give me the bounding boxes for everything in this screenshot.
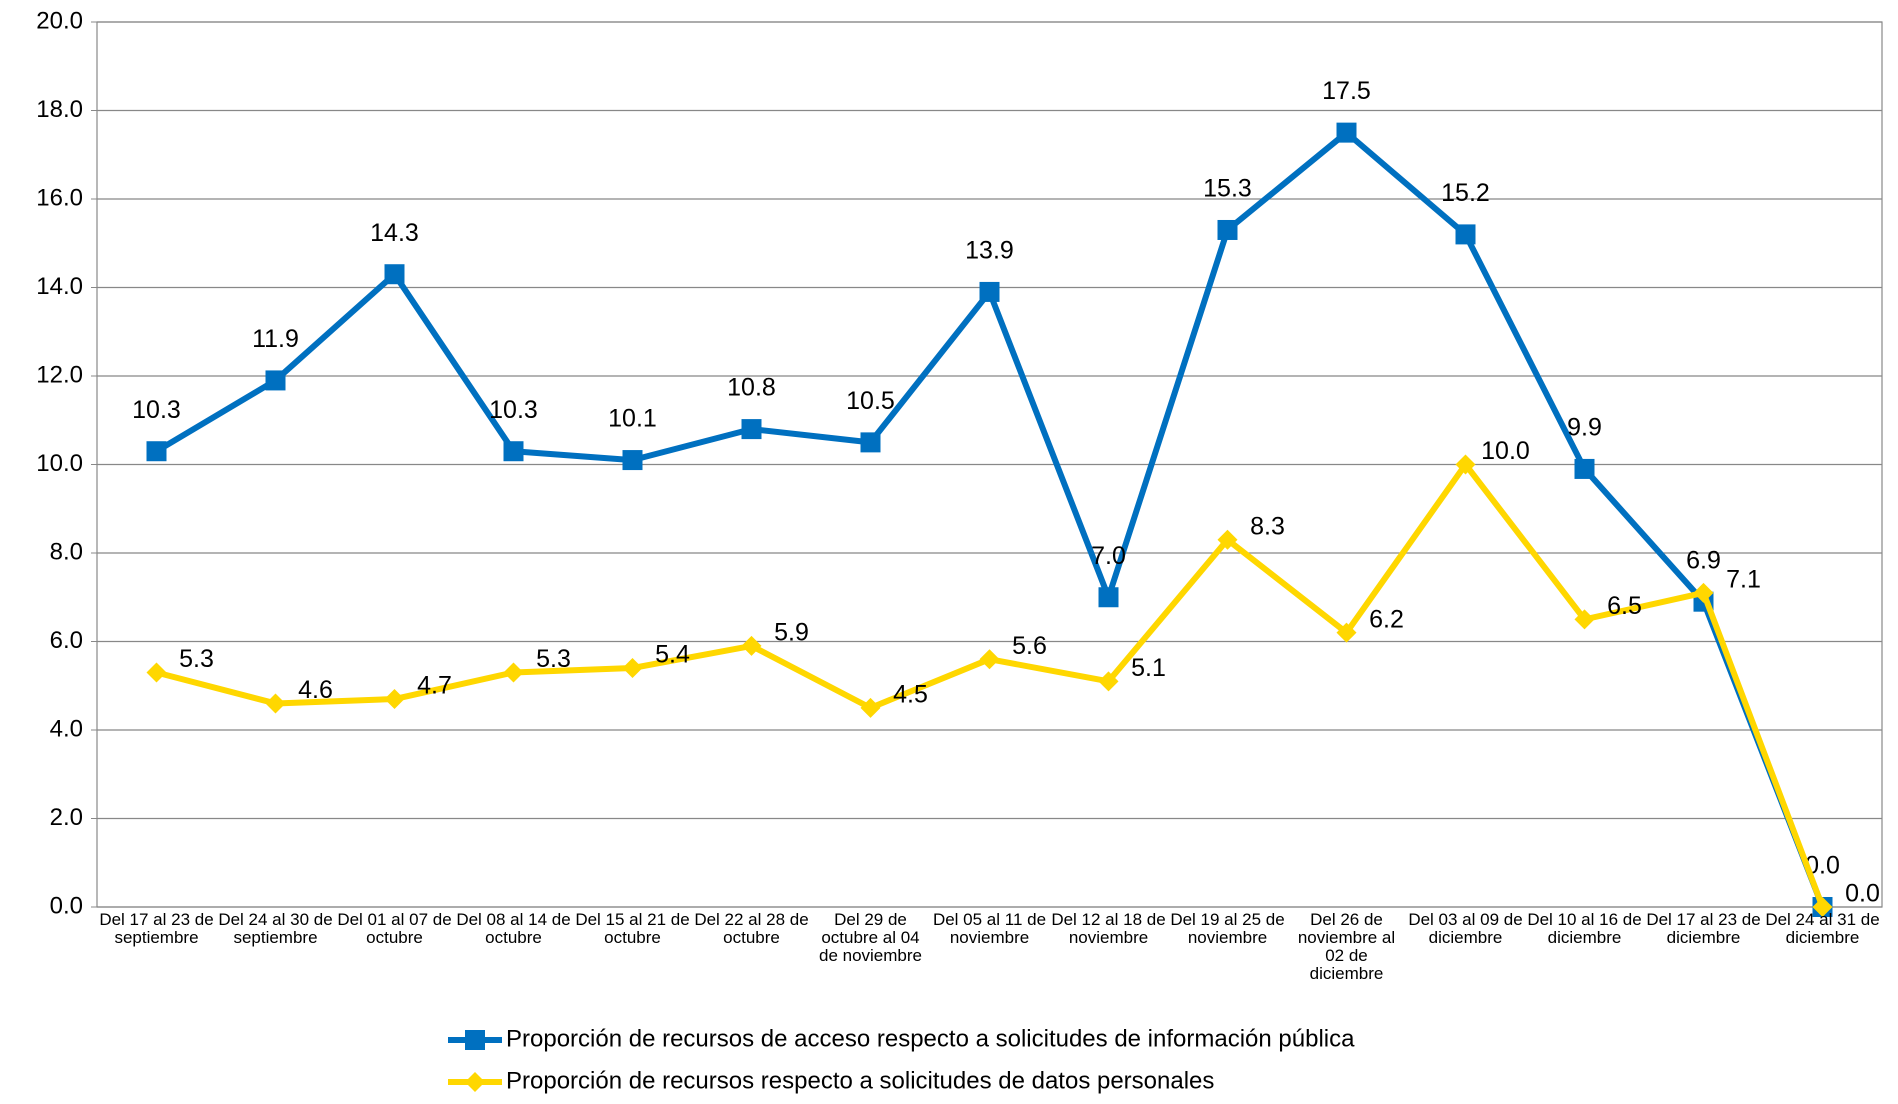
x-tick-label: Del 01 al 07 de octubre	[337, 910, 452, 947]
marker	[1336, 122, 1357, 143]
data-label: 17.5	[1322, 77, 1371, 105]
x-tick-label: Del 08 al 14 de octubre	[456, 910, 571, 947]
marker	[741, 419, 762, 440]
x-tick-label: Del 12 al 18 de noviembre	[1051, 910, 1166, 947]
marker	[860, 432, 881, 453]
x-tick-label: Del 17 al 23 de diciembre	[1646, 910, 1761, 947]
marker	[741, 635, 762, 656]
x-tick-label: Del 19 al 25 de noviembre	[1170, 910, 1285, 947]
x-tick-label: Del 10 al 16 de diciembre	[1527, 910, 1642, 947]
x-tick-label: Del 05 al 11 de noviembre	[932, 910, 1047, 947]
marker	[1336, 622, 1357, 643]
data-label: 4.5	[893, 680, 928, 708]
data-label: 7.0	[1091, 542, 1126, 570]
y-tick-label: 4.0	[50, 715, 83, 742]
data-label: 10.5	[846, 387, 895, 415]
x-tick-label: Del 17 al 23 de septiembre	[99, 910, 214, 947]
marker	[465, 1072, 485, 1092]
data-label: 10.1	[608, 405, 657, 433]
marker	[1098, 587, 1119, 608]
marker	[503, 662, 524, 683]
data-label: 5.3	[179, 645, 214, 673]
y-tick-label: 18.0	[36, 96, 83, 123]
x-tick-label: Del 24 al 31 de diciembre	[1765, 910, 1880, 947]
marker	[1455, 454, 1476, 475]
plot-border	[96, 21, 1883, 908]
data-label: 8.3	[1250, 512, 1285, 540]
marker	[1574, 458, 1595, 479]
y-tick-label: 14.0	[36, 273, 83, 300]
marker	[622, 658, 643, 679]
x-tick-label: Del 03 al 09 de diciembre	[1408, 910, 1523, 947]
y-tick-label: 10.0	[36, 450, 83, 477]
y-tick-label: 16.0	[36, 184, 83, 211]
x-tick-label: Del 26 de noviembre al 02 de diciembre	[1297, 910, 1396, 983]
marker	[1455, 224, 1476, 245]
marker	[860, 697, 881, 718]
legend-label: Proporción de recursos de acceso respect…	[506, 1025, 1355, 1052]
data-label: 0.0	[1845, 880, 1880, 908]
data-label: 9.9	[1567, 414, 1602, 442]
data-label: 10.0	[1481, 437, 1530, 465]
data-label: 14.3	[370, 219, 419, 247]
marker	[1812, 897, 1833, 917]
data-label: 6.9	[1686, 546, 1721, 574]
data-label: 5.9	[774, 619, 809, 647]
y-tick-label: 20.0	[36, 7, 83, 34]
y-tick-label: 6.0	[50, 627, 83, 654]
marker	[979, 649, 1000, 670]
y-tick-label: 8.0	[50, 538, 83, 565]
y-tick-label: 12.0	[36, 361, 83, 388]
x-tick-label: Del 29 de octubre al 04 de noviembre	[818, 910, 922, 965]
data-label: 15.2	[1441, 179, 1490, 207]
data-label: 11.9	[252, 325, 299, 353]
data-label: 13.9	[965, 237, 1014, 265]
data-label: 5.6	[1012, 632, 1047, 660]
data-label: 10.8	[727, 374, 776, 402]
data-label: 4.7	[417, 672, 452, 700]
marker	[1217, 219, 1238, 240]
data-label: 6.5	[1607, 592, 1642, 620]
marker	[1574, 609, 1595, 630]
marker	[265, 693, 286, 714]
marker	[1098, 671, 1119, 692]
data-label: 10.3	[489, 396, 538, 424]
legend-label: Proporción de recursos respecto a solici…	[506, 1067, 1214, 1094]
x-tick-label: Del 15 al 21 de octubre	[575, 910, 690, 947]
y-tick-label: 2.0	[50, 804, 83, 831]
marker	[146, 662, 167, 683]
marker	[146, 441, 167, 462]
marker	[979, 281, 1000, 302]
marker	[384, 264, 405, 285]
marker	[1217, 529, 1238, 550]
marker	[1693, 582, 1714, 603]
data-label: 10.3	[132, 396, 181, 424]
y-tick-label: 0.0	[50, 892, 83, 919]
data-label: 7.1	[1726, 565, 1761, 593]
data-label: 4.6	[298, 676, 333, 704]
marker	[265, 370, 286, 391]
data-label: 6.2	[1369, 605, 1404, 633]
data-label: 15.3	[1203, 175, 1252, 203]
data-label: 5.4	[655, 641, 690, 669]
series-line	[155, 461, 1826, 909]
data-label: 5.3	[536, 645, 571, 673]
data-label: 5.1	[1131, 654, 1166, 682]
x-tick-label: Del 22 al 28 de octubre	[694, 910, 809, 947]
marker	[622, 450, 643, 471]
x-tick-label: Del 24 al 30 de septiembre	[218, 910, 333, 947]
marker	[503, 441, 524, 462]
marker	[384, 689, 405, 710]
marker	[465, 1030, 485, 1050]
